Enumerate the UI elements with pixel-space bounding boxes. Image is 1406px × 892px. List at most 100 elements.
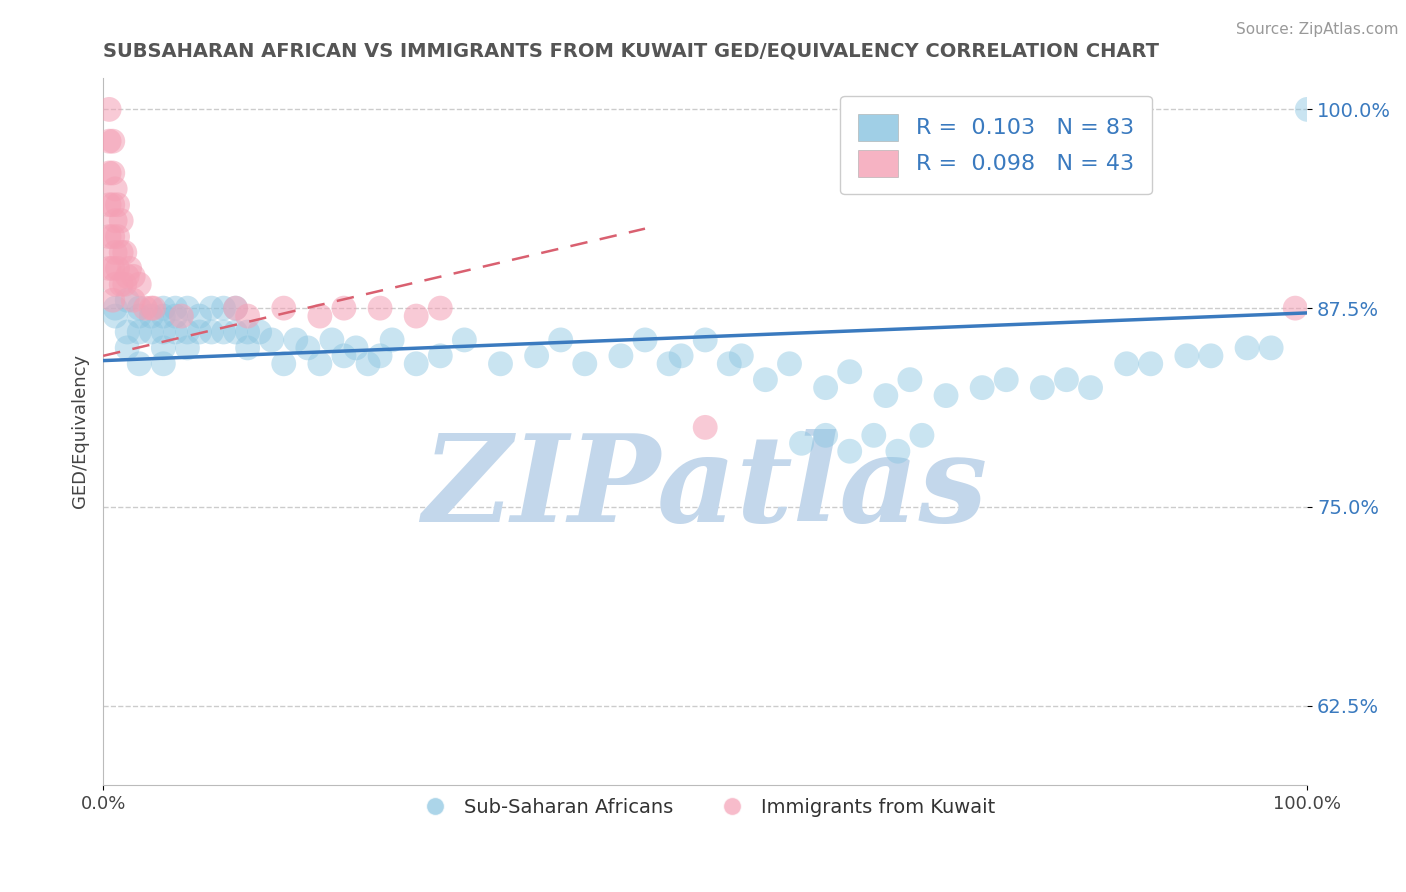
Point — [152, 301, 174, 315]
Point — [634, 333, 657, 347]
Point — [170, 309, 193, 323]
Point — [695, 420, 717, 434]
Point — [381, 333, 404, 347]
Point — [142, 301, 165, 315]
Point — [695, 333, 717, 347]
Point — [453, 333, 475, 347]
Point — [862, 428, 884, 442]
Point — [141, 309, 163, 323]
Point — [118, 261, 141, 276]
Point — [104, 182, 127, 196]
Point — [333, 301, 356, 315]
Point — [838, 365, 860, 379]
Point — [212, 301, 235, 315]
Point — [658, 357, 681, 371]
Point — [887, 444, 910, 458]
Point — [309, 309, 332, 323]
Point — [1139, 357, 1161, 371]
Text: SUBSAHARAN AFRICAN VS IMMIGRANTS FROM KUWAIT GED/EQUIVALENCY CORRELATION CHART: SUBSAHARAN AFRICAN VS IMMIGRANTS FROM KU… — [103, 42, 1159, 61]
Point — [165, 325, 187, 339]
Point — [122, 269, 145, 284]
Point — [107, 198, 129, 212]
Point — [1260, 341, 1282, 355]
Point — [114, 277, 136, 292]
Point — [1236, 341, 1258, 355]
Point — [115, 341, 138, 355]
Point — [110, 245, 132, 260]
Point — [1080, 381, 1102, 395]
Point — [128, 301, 150, 315]
Point — [779, 357, 801, 371]
Text: ZIPatlas: ZIPatlas — [423, 429, 988, 547]
Point — [98, 229, 121, 244]
Point — [754, 373, 776, 387]
Point — [236, 341, 259, 355]
Point — [790, 436, 813, 450]
Point — [911, 428, 934, 442]
Point — [321, 333, 343, 347]
Point — [107, 261, 129, 276]
Point — [333, 349, 356, 363]
Point — [574, 357, 596, 371]
Point — [104, 213, 127, 227]
Legend: Sub-Saharan Africans, Immigrants from Kuwait: Sub-Saharan Africans, Immigrants from Ku… — [408, 790, 1002, 825]
Point — [669, 349, 692, 363]
Point — [995, 373, 1018, 387]
Point — [101, 293, 124, 308]
Point — [875, 388, 897, 402]
Point — [249, 325, 271, 339]
Point — [128, 277, 150, 292]
Point — [188, 309, 211, 323]
Point — [152, 357, 174, 371]
Point — [814, 428, 837, 442]
Point — [98, 103, 121, 117]
Point — [115, 325, 138, 339]
Point — [225, 325, 247, 339]
Point — [550, 333, 572, 347]
Point — [1284, 301, 1306, 315]
Point — [101, 166, 124, 180]
Point — [1115, 357, 1137, 371]
Point — [134, 301, 156, 315]
Point — [122, 293, 145, 308]
Point — [368, 349, 391, 363]
Point — [104, 245, 127, 260]
Point — [152, 309, 174, 323]
Point — [141, 325, 163, 339]
Point — [128, 357, 150, 371]
Point — [1031, 381, 1053, 395]
Point — [236, 325, 259, 339]
Point — [128, 325, 150, 339]
Point — [165, 309, 187, 323]
Point — [344, 341, 367, 355]
Point — [260, 333, 283, 347]
Point — [718, 357, 741, 371]
Point — [429, 301, 451, 315]
Point — [273, 357, 295, 371]
Point — [101, 229, 124, 244]
Point — [107, 229, 129, 244]
Point — [405, 357, 427, 371]
Point — [1175, 349, 1198, 363]
Point — [236, 309, 259, 323]
Point — [98, 198, 121, 212]
Point — [405, 309, 427, 323]
Point — [429, 349, 451, 363]
Point — [1199, 349, 1222, 363]
Point — [101, 134, 124, 148]
Point — [101, 198, 124, 212]
Point — [814, 381, 837, 395]
Point — [176, 341, 198, 355]
Point — [200, 301, 222, 315]
Point — [898, 373, 921, 387]
Point — [98, 134, 121, 148]
Point — [273, 301, 295, 315]
Point — [212, 325, 235, 339]
Point — [489, 357, 512, 371]
Point — [115, 269, 138, 284]
Text: Source: ZipAtlas.com: Source: ZipAtlas.com — [1236, 22, 1399, 37]
Point — [152, 341, 174, 355]
Point — [152, 325, 174, 339]
Point — [141, 301, 163, 315]
Point — [101, 261, 124, 276]
